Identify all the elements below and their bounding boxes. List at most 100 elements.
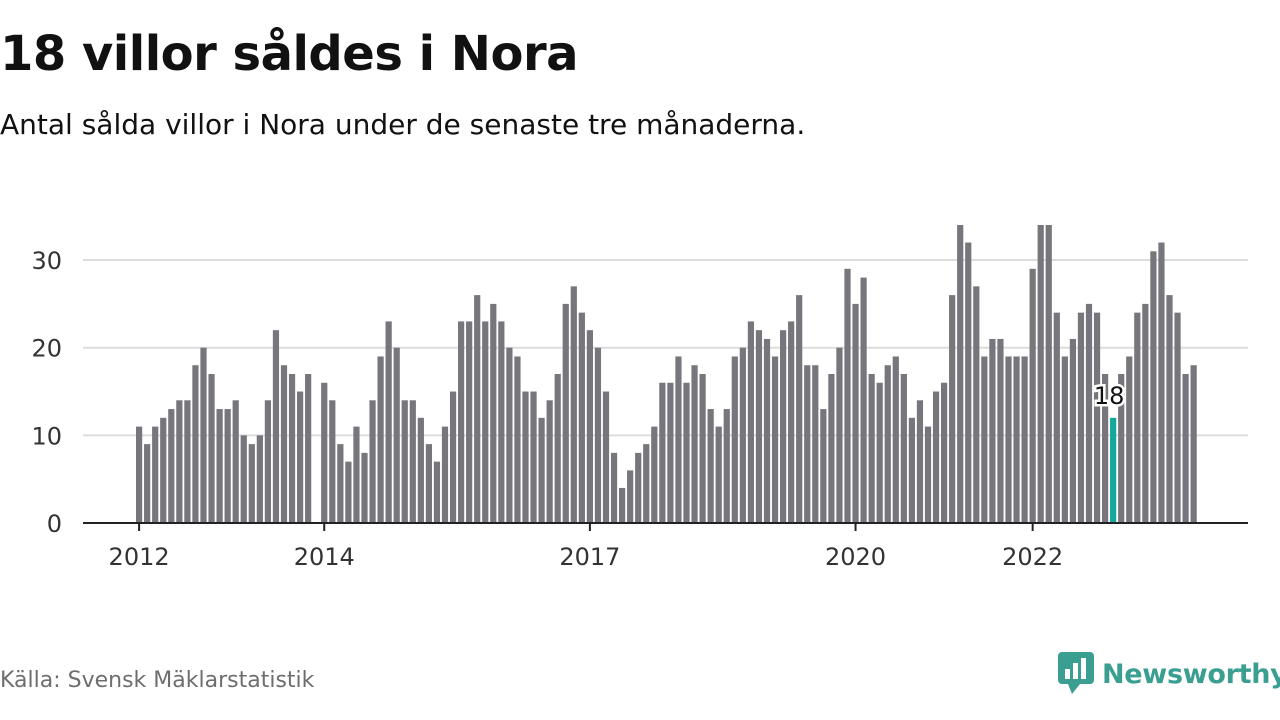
bar	[192, 365, 199, 523]
bar	[514, 356, 521, 523]
bar	[699, 374, 706, 523]
bar-layer	[136, 225, 1197, 523]
bar	[466, 321, 473, 523]
bar	[932, 391, 940, 523]
bar	[844, 268, 851, 523]
bar	[168, 409, 175, 523]
bar	[578, 312, 585, 523]
bar	[385, 321, 392, 523]
x-tick-label: 2020	[825, 543, 886, 571]
bar	[458, 321, 465, 523]
bar	[1134, 312, 1141, 523]
bar	[965, 242, 972, 523]
bar	[297, 391, 304, 523]
bar	[482, 321, 489, 523]
bar	[860, 277, 867, 523]
bar	[248, 444, 255, 523]
bar	[683, 382, 690, 523]
bar	[755, 330, 763, 523]
bar	[345, 461, 352, 523]
bar	[1126, 356, 1133, 523]
bar	[723, 409, 730, 523]
newsworthy-logo-icon	[1058, 652, 1094, 694]
label-layer: 0 10 20 30 2012 2014 2017 2020 2022 18	[31, 247, 1126, 571]
bar	[417, 417, 424, 523]
bar	[554, 374, 561, 523]
bar	[353, 426, 360, 523]
bar	[1069, 338, 1076, 523]
bar	[836, 347, 843, 523]
bar	[1142, 303, 1149, 523]
bar	[739, 347, 746, 523]
x-tick-label: 2022	[1002, 543, 1063, 571]
y-tick-label: 0	[47, 510, 62, 538]
bar	[643, 444, 650, 523]
bar	[562, 303, 569, 523]
x-tick-label: 2014	[294, 543, 355, 571]
bar	[1021, 356, 1028, 523]
bar	[812, 365, 819, 523]
bar	[691, 365, 698, 523]
bar	[264, 400, 271, 523]
bar	[1085, 303, 1093, 523]
data-label-latest: 18	[1094, 382, 1125, 410]
bar	[152, 426, 159, 523]
bar	[160, 417, 167, 523]
brand-logo[interactable]: Newsworthy	[1058, 652, 1280, 696]
chart-subtitle: Antal sålda villor i Nora under de senas…	[0, 108, 806, 141]
bar	[305, 374, 312, 523]
bar	[594, 347, 602, 523]
y-tick-label: 10	[31, 422, 62, 450]
bar	[780, 330, 787, 523]
bar	[570, 286, 577, 523]
bar	[804, 365, 811, 523]
bar	[868, 374, 875, 523]
bar	[675, 356, 682, 523]
bar	[957, 225, 964, 523]
bar	[1102, 374, 1109, 523]
bar	[916, 400, 924, 523]
bar	[667, 382, 674, 523]
bar	[1118, 374, 1125, 523]
bar	[272, 330, 280, 523]
bar	[1045, 225, 1052, 523]
bar	[1182, 374, 1189, 523]
bar	[796, 295, 803, 523]
bar	[200, 347, 207, 523]
bar	[884, 365, 891, 523]
bar	[1150, 251, 1157, 523]
bar	[136, 426, 143, 523]
bar	[989, 338, 996, 523]
bar	[619, 487, 626, 523]
bar	[610, 452, 618, 523]
bar	[361, 452, 368, 523]
chart-title: 18 villor såldes i Nora	[0, 26, 579, 82]
bar	[401, 400, 408, 523]
bar	[1061, 356, 1068, 523]
bar	[997, 338, 1004, 523]
bar	[651, 426, 658, 523]
bar	[1093, 312, 1101, 523]
bar	[377, 356, 384, 523]
bar	[321, 382, 328, 523]
x-tick-label: 2012	[109, 543, 170, 571]
bar	[337, 444, 344, 523]
bar	[425, 444, 432, 523]
bar	[240, 435, 247, 523]
bar	[715, 426, 722, 523]
bar	[586, 330, 593, 523]
bar	[538, 417, 545, 523]
bar	[522, 391, 529, 523]
source-note: Källa: Svensk Mäklarstatistik	[0, 668, 315, 693]
bar	[1053, 312, 1060, 523]
bar	[1013, 356, 1020, 523]
y-tick-label: 30	[31, 247, 62, 275]
bar	[474, 295, 481, 523]
bar	[908, 417, 915, 523]
bar	[900, 374, 907, 523]
bar	[441, 426, 449, 523]
bar	[1029, 268, 1036, 523]
bar	[176, 400, 183, 523]
bar	[1166, 295, 1173, 523]
bar	[184, 400, 191, 523]
